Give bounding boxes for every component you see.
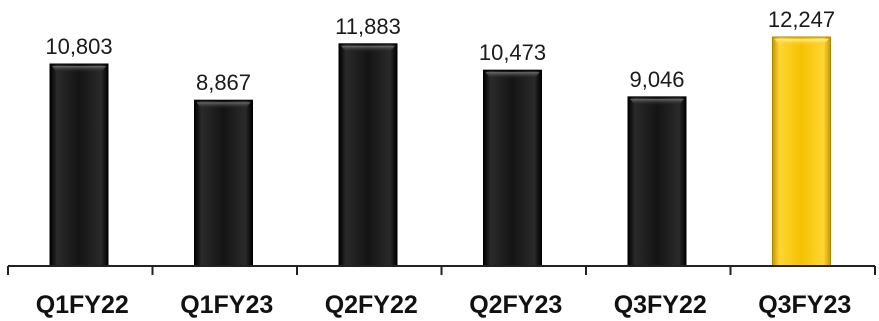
bar-bevel [341,45,395,53]
bar-q2fy22 [338,43,398,267]
bar-bevel [630,98,684,106]
bar-body [483,69,542,267]
data-label-q1fy23: 8,867 [196,70,251,95]
data-label-q3fy23: 12,247 [768,7,835,32]
bar-bevel [52,66,106,74]
bar-q2fy23 [483,69,542,267]
bar-bevel [774,39,829,46]
data-label-q2fy22: 11,883 [335,14,401,39]
x-tick-label-q3fy23: Q3FY23 [758,291,851,319]
bar-bevel [196,102,251,110]
x-tick-label-q3fy22: Q3FY22 [614,291,707,319]
bar-q3fy22 [627,96,687,267]
bar-q1fy23 [194,99,253,267]
bar-bevel [485,72,540,80]
x-tick-label-q1fy22: Q1FY22 [36,291,129,319]
x-tick-label-q1fy23: Q1FY23 [180,291,273,319]
data-label-q1fy22: 10,803 [45,34,112,59]
x-tick-label-q2fy23: Q2FY23 [469,291,562,319]
bar-body [627,96,687,267]
bar-body [49,63,109,267]
bar-q1fy22 [49,63,109,267]
x-tick-label-q2fy22: Q2FY22 [325,291,418,319]
bar-body [194,99,253,267]
data-label-q3fy22: 9,046 [629,67,684,92]
bar-q3fy23 [772,36,831,267]
bar-body [338,43,398,267]
data-label-q2fy23: 10,473 [479,40,546,65]
bar-body [772,36,831,267]
